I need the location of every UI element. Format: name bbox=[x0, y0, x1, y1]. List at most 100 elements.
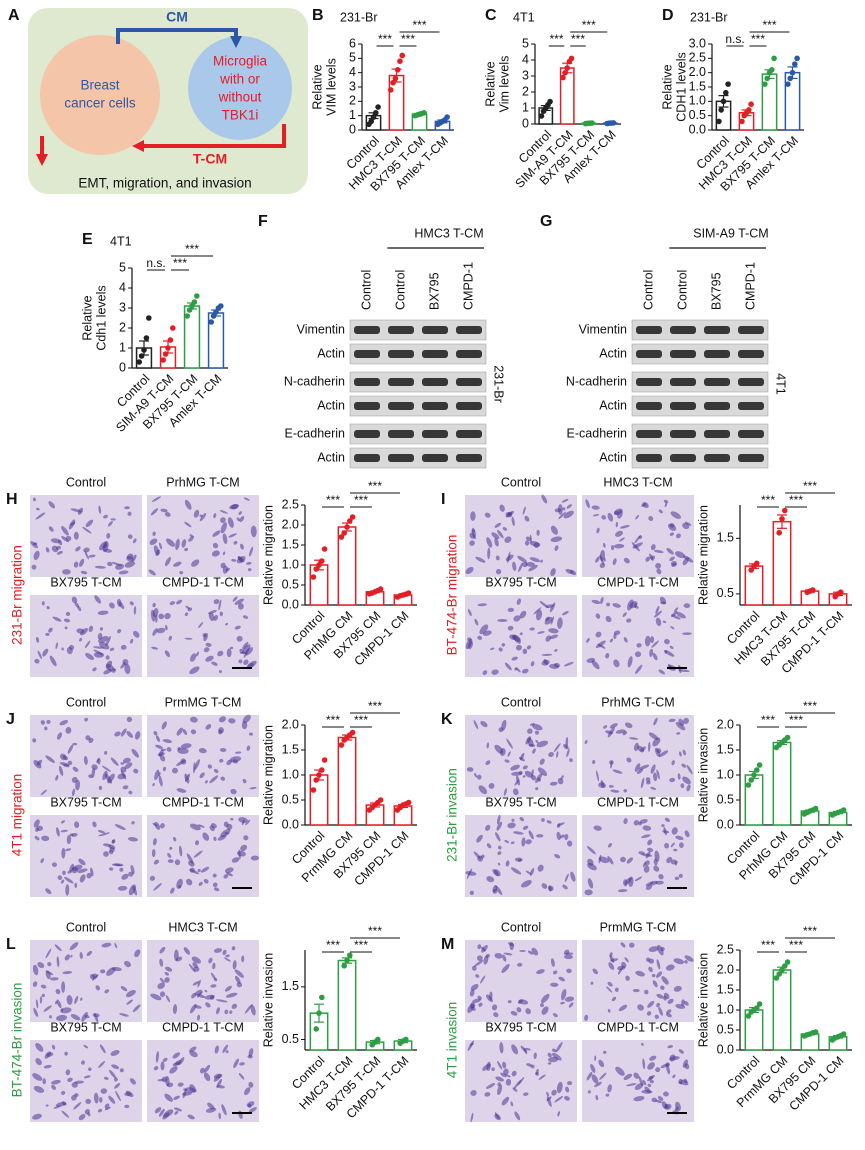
significance-label: *** bbox=[803, 479, 817, 493]
tcm-label: T-CM bbox=[193, 151, 227, 167]
cell-stain bbox=[220, 828, 231, 838]
cell-stain bbox=[681, 763, 687, 768]
cell-stain bbox=[55, 988, 61, 995]
cell-stain bbox=[227, 517, 234, 528]
cell-stain bbox=[128, 790, 133, 795]
y-axis-label: Relative migration bbox=[261, 725, 275, 825]
cell-stain bbox=[503, 952, 513, 956]
cell-stain bbox=[591, 1074, 599, 1084]
cell-stain bbox=[174, 1059, 182, 1066]
data-point bbox=[218, 303, 224, 309]
cell-stain bbox=[42, 1078, 47, 1085]
cell-stain bbox=[504, 662, 512, 671]
cell-stain bbox=[199, 772, 205, 779]
cell-stain bbox=[530, 661, 535, 667]
cell-stain bbox=[61, 535, 70, 543]
cell-stain bbox=[243, 835, 249, 841]
cell-stain bbox=[491, 669, 499, 675]
data-point bbox=[568, 55, 575, 62]
blot-band bbox=[388, 430, 414, 438]
data-point bbox=[405, 590, 412, 596]
cell-stain bbox=[674, 876, 680, 881]
cell-stain bbox=[521, 668, 529, 674]
cell-stain bbox=[93, 646, 105, 649]
cell-stain bbox=[670, 626, 675, 630]
cell-stain bbox=[525, 870, 532, 875]
data-point bbox=[405, 799, 412, 806]
cell-stain bbox=[33, 1085, 45, 1093]
image-label: BX795 T-CM bbox=[50, 795, 121, 809]
cell-stain bbox=[677, 773, 681, 780]
cell-stain bbox=[95, 985, 101, 991]
cell-stain bbox=[673, 848, 678, 852]
side-label: 4T1 migration bbox=[10, 774, 25, 857]
cell-stain bbox=[504, 759, 510, 763]
y-axis-label: Relative invasion bbox=[696, 728, 710, 823]
cell-stain bbox=[470, 1112, 474, 1123]
cell-stain bbox=[168, 635, 172, 641]
panel-letter: A bbox=[8, 7, 20, 24]
cell-stain bbox=[635, 970, 645, 977]
cell-stain bbox=[156, 627, 166, 634]
cell-stain bbox=[495, 555, 500, 561]
cell-stain bbox=[242, 644, 251, 654]
cell-stain bbox=[105, 636, 111, 646]
y-tick-label: 0 bbox=[522, 116, 529, 130]
data-point bbox=[316, 562, 322, 568]
data-point bbox=[779, 516, 785, 522]
cell-stain bbox=[484, 1092, 491, 1097]
treatment-label: SIM-A9 T-CM bbox=[693, 226, 768, 240]
cell-stain bbox=[609, 723, 618, 729]
image-label: CMPD-1 T-CM bbox=[162, 575, 244, 589]
cell-stain bbox=[529, 541, 541, 547]
cell-stain bbox=[479, 624, 489, 635]
cell-stain bbox=[217, 650, 224, 657]
cell-stain bbox=[516, 598, 522, 605]
cell-stain bbox=[682, 749, 687, 756]
cell-stain bbox=[46, 719, 51, 724]
cell-stain bbox=[129, 638, 134, 644]
cell-stain bbox=[564, 834, 569, 840]
data-point bbox=[748, 101, 754, 107]
cell-stain bbox=[595, 613, 601, 619]
blot-band bbox=[422, 454, 448, 462]
panel-letter: J bbox=[6, 711, 15, 728]
cell-line-label: 4T1 bbox=[774, 373, 788, 395]
cell-stain bbox=[61, 647, 64, 651]
cell-stain bbox=[652, 980, 658, 988]
cell-stain bbox=[473, 851, 482, 860]
cell-stain bbox=[669, 777, 676, 783]
cell-stain bbox=[495, 568, 502, 575]
cell-stain bbox=[127, 534, 133, 539]
cell-stain bbox=[111, 1064, 120, 1070]
cell-stain bbox=[205, 724, 212, 730]
cell-stain bbox=[666, 1064, 671, 1075]
blot-band bbox=[670, 378, 696, 386]
blot-band bbox=[636, 430, 662, 438]
cell-stain bbox=[618, 1004, 628, 1012]
cell-stain bbox=[645, 777, 651, 782]
significance-label: *** bbox=[761, 713, 775, 727]
cell-stain bbox=[522, 765, 528, 770]
cell-stain bbox=[60, 829, 68, 833]
data-point bbox=[748, 777, 754, 783]
cell-stain bbox=[540, 559, 543, 563]
cell-stain bbox=[69, 863, 75, 872]
data-point bbox=[160, 357, 166, 363]
cell-stain bbox=[615, 521, 618, 528]
cell-stain bbox=[153, 882, 162, 891]
cell-stain bbox=[625, 975, 630, 981]
cell-stain bbox=[563, 510, 574, 519]
cell-stain bbox=[473, 719, 479, 730]
cell-stain bbox=[154, 1107, 162, 1114]
cell-stain bbox=[656, 993, 664, 999]
panel-letter: B bbox=[312, 7, 324, 24]
cell-stain bbox=[84, 717, 89, 722]
cell-stain bbox=[613, 659, 620, 668]
cell-stain bbox=[101, 765, 111, 772]
cell-stain bbox=[241, 721, 248, 730]
cell-stain bbox=[75, 546, 81, 552]
cell-stain bbox=[189, 867, 195, 873]
cell-stain bbox=[41, 601, 45, 606]
data-point bbox=[341, 962, 348, 969]
